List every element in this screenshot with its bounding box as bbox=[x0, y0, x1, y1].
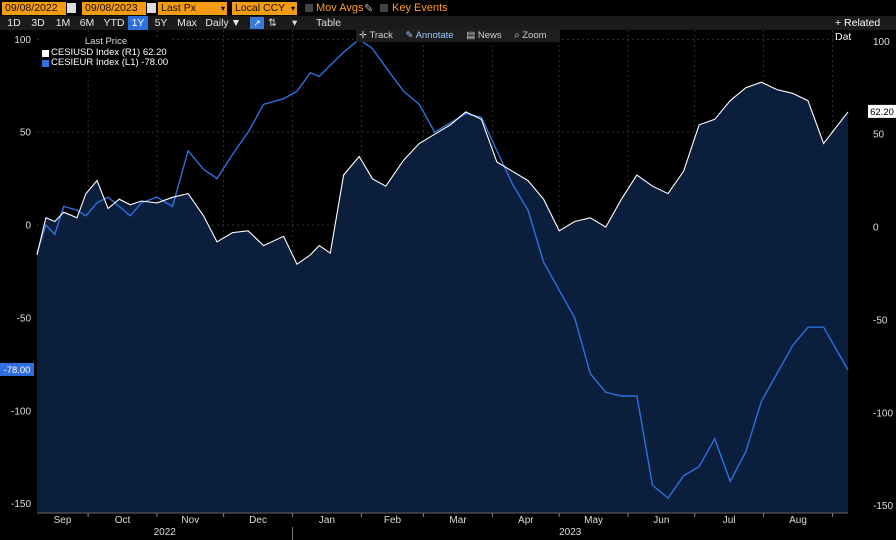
x-tick-label: Feb bbox=[384, 515, 402, 526]
pencil-icon[interactable]: ✎ bbox=[364, 3, 374, 15]
right-value-badge-text: 62.20 bbox=[870, 107, 894, 118]
range-1d[interactable]: 1D bbox=[7, 17, 21, 29]
line-chart-icon[interactable]: ↗ bbox=[250, 17, 264, 29]
key-events-label[interactable]: Key Events bbox=[392, 2, 448, 14]
chevron-down-icon[interactable]: ▾ bbox=[219, 2, 227, 15]
dropdown-icon[interactable]: ▾ bbox=[292, 17, 298, 29]
chevron-down-icon[interactable]: ▼ bbox=[230, 17, 242, 29]
range-max[interactable]: Max bbox=[177, 17, 197, 29]
legend-swatch bbox=[42, 49, 49, 57]
y-tick-label: 50 bbox=[873, 130, 885, 141]
mov-avgs-checkbox[interactable] bbox=[305, 4, 313, 12]
zoom-tool[interactable]: ⌕ Zoom bbox=[514, 30, 547, 41]
legend-label: CESIEUR Index (L1) -78.00 bbox=[51, 57, 169, 68]
y-tick-label: -50 bbox=[17, 313, 32, 324]
x-tick-label: Aug bbox=[789, 515, 807, 526]
legend-label: CESIUSD Index (R1) 62.20 bbox=[51, 46, 167, 58]
x-tick-label: Oct bbox=[115, 515, 131, 526]
key-events-checkbox[interactable] bbox=[380, 4, 388, 12]
range-ytd[interactable]: YTD bbox=[103, 17, 125, 29]
y-tick-label: -150 bbox=[873, 501, 893, 512]
range-1m[interactable]: 1M bbox=[55, 17, 71, 29]
x-tick-label: Nov bbox=[181, 515, 199, 526]
chart-tools: ✛ Track ✎ Annotate ▤ News ⌕ Zoom bbox=[356, 29, 560, 42]
mov-avgs-label[interactable]: Mov Avgs bbox=[316, 2, 364, 14]
x-axis: Sep Oct Nov Dec Jan Feb Mar Apr May Jun Jul Aug 2022… bbox=[37, 512, 848, 540]
chart: 100 50 0 -50 -100 -150 100 50 0 -50 -100 -150 Sep O… bbox=[0, 30, 896, 540]
legend: Last Price CESIUSD Index (R1) 62.20 CESI… bbox=[40, 36, 172, 69]
legend-swatch bbox=[42, 60, 49, 67]
legend-item-usd[interactable]: CESIUSD Index (R1) 62.20 bbox=[40, 46, 172, 59]
x-year-label: 2022 bbox=[154, 527, 177, 538]
range-5y[interactable]: 5Y bbox=[154, 17, 168, 29]
y-axis-right: 100 50 0 -50 -100 -150 bbox=[873, 37, 893, 512]
right-value-badge bbox=[868, 104, 896, 118]
y-tick-label: -150 bbox=[11, 499, 31, 510]
track-tool[interactable]: ✛ Track bbox=[359, 30, 393, 41]
annotate-tool[interactable]: ✎ Annotate bbox=[405, 30, 454, 41]
y-tick-label: 50 bbox=[20, 128, 32, 139]
y-tick-label: 0 bbox=[873, 223, 879, 234]
chevron-down-icon[interactable]: ▾ bbox=[289, 2, 297, 15]
x-tick-label: May bbox=[584, 515, 603, 526]
range-toolbar: 1D 3D 1M 6M YTD 1Y 5Y Max Daily ▼ ↗ ⇅ ▾ … bbox=[0, 16, 896, 43]
left-value-badge-text: -78.00 bbox=[4, 365, 31, 376]
legend-item-eur[interactable]: CESIEUR Index (L1) -78.00 bbox=[40, 57, 172, 69]
y-tick-label: 0 bbox=[25, 221, 31, 232]
range-1y[interactable]: 1Y bbox=[128, 16, 148, 30]
y-tick-label: -50 bbox=[873, 315, 888, 326]
badges: 62.20 -78.00 bbox=[0, 104, 896, 376]
x-tick-label: Jul bbox=[723, 515, 736, 526]
y-tick-label: -100 bbox=[873, 408, 893, 419]
sort-icon[interactable]: ⇅ bbox=[268, 17, 277, 29]
x-tick-label: Sep bbox=[54, 515, 72, 526]
currency-select[interactable]: Local CCY bbox=[232, 2, 292, 15]
table-button[interactable]: Table bbox=[316, 17, 342, 29]
price-field-select[interactable]: Last Px bbox=[158, 2, 226, 15]
y-tick-label: -100 bbox=[11, 406, 31, 417]
frequency-select[interactable]: Daily bbox=[205, 17, 229, 29]
y-tick-label: 100 bbox=[873, 37, 890, 48]
x-tick-label: Jun bbox=[653, 515, 669, 526]
range-6m[interactable]: 6M bbox=[79, 17, 95, 29]
toolbar: 09/08/2022 09/08/2023 Last Px ▾ Local CC… bbox=[0, 0, 896, 16]
y-tick-label: 100 bbox=[14, 35, 31, 46]
related-data-button[interactable]: + Related Dat bbox=[835, 17, 881, 43]
x-year-label: 2023 bbox=[559, 527, 582, 538]
legend-header: Last Price bbox=[84, 36, 128, 47]
x-tick-label: Jan bbox=[319, 515, 335, 526]
y-axis-left: 100 50 0 -50 -100 -150 bbox=[11, 35, 31, 510]
start-date-field[interactable]: 09/08/2022 bbox=[2, 2, 66, 15]
eur-line bbox=[36, 38, 849, 500]
x-tick-label: Mar bbox=[449, 515, 467, 526]
usd-area bbox=[37, 82, 848, 513]
calendar-icon[interactable] bbox=[147, 3, 156, 13]
calendar-icon[interactable] bbox=[67, 3, 76, 13]
x-tick-label: Dec bbox=[249, 515, 267, 526]
range-3d[interactable]: 3D bbox=[31, 17, 45, 29]
left-value-badge bbox=[0, 362, 34, 376]
usd-line bbox=[36, 81, 849, 266]
x-tick-label: Apr bbox=[518, 515, 534, 526]
end-date-field[interactable]: 09/08/2023 bbox=[82, 2, 146, 15]
news-tool[interactable]: ▤ News bbox=[466, 30, 502, 41]
